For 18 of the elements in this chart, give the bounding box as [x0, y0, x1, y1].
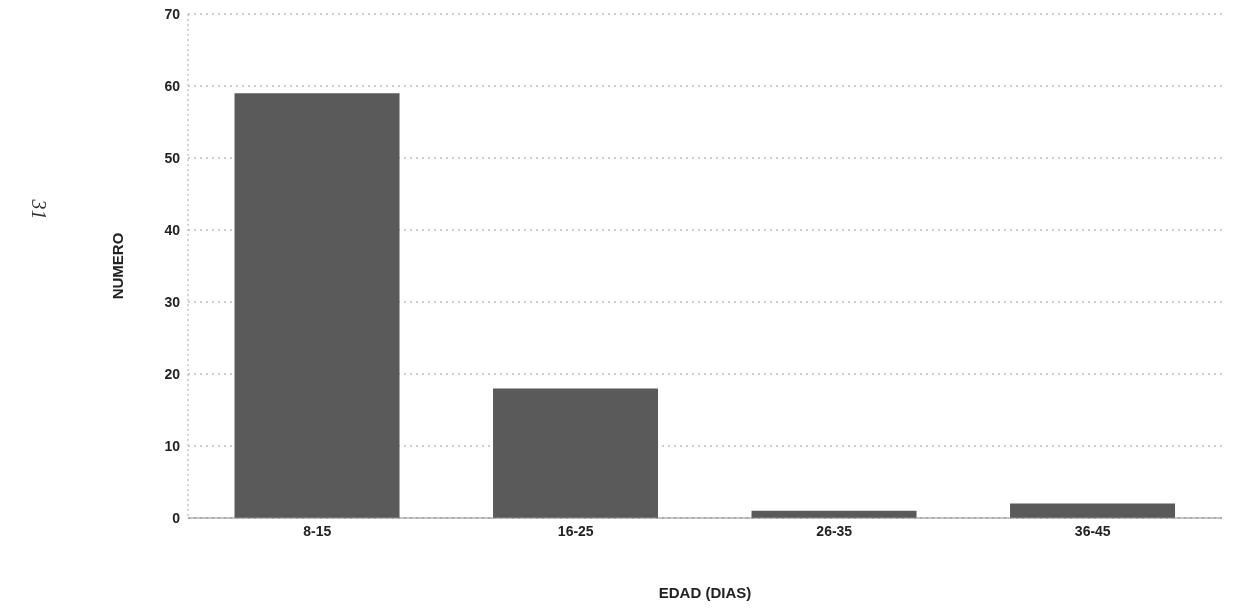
- y-tick-label: 40: [164, 221, 181, 238]
- y-tick-label: 30: [164, 293, 181, 310]
- x-tick-label: 16-25: [557, 522, 594, 539]
- text: 31: [26, 199, 50, 220]
- y-tick-label: 10: [164, 437, 181, 454]
- y-axis-title: NUMERO: [109, 232, 127, 300]
- x-tick-label: 36-45: [1074, 522, 1111, 539]
- y-tick-label: 60: [164, 77, 181, 94]
- x-axis-title: EDAD (DIAS): [658, 584, 752, 601]
- x-tick-label: 26-35: [816, 522, 853, 539]
- y-tick-label: 70: [164, 5, 181, 22]
- y-tick-label: 0: [172, 509, 181, 526]
- bar: [1010, 503, 1176, 518]
- y-tick-label: 50: [164, 149, 181, 166]
- x-tick-label: 8-15: [303, 522, 332, 539]
- bar: [234, 93, 400, 518]
- y-tick-label: 20: [164, 365, 181, 382]
- bar: [493, 388, 659, 518]
